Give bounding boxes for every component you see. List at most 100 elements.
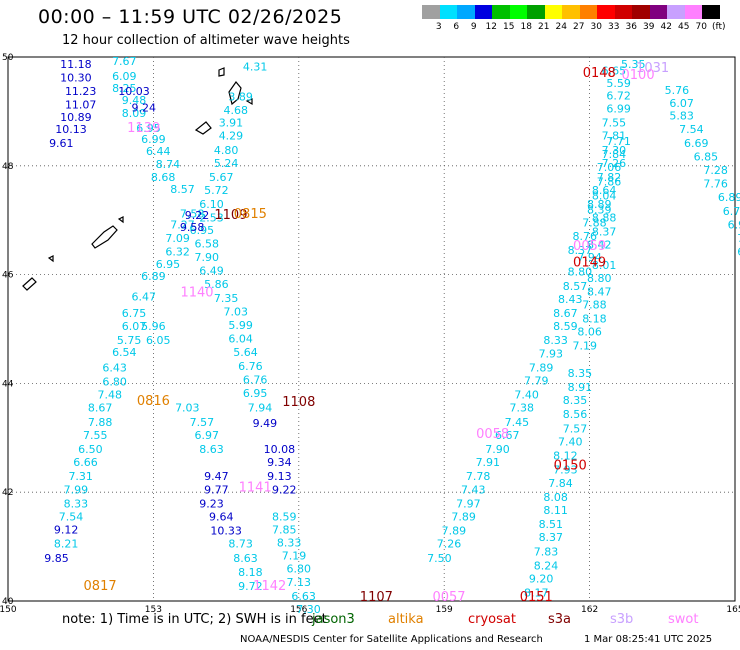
color-swatch	[684, 5, 702, 19]
wave-height-point: 6.73	[737, 246, 740, 259]
wave-height-point: 8.67	[88, 402, 113, 415]
wave-height-point: 3.91	[219, 117, 244, 130]
wave-height-point: 6.65	[602, 64, 627, 77]
wave-height-point: 8.04	[592, 190, 617, 203]
color-swatch	[509, 5, 527, 19]
wave-height-point: 8.74	[156, 158, 181, 171]
color-swatch	[527, 5, 545, 19]
wave-height-point: 9.20	[529, 573, 554, 586]
wave-height-point: 2.53	[199, 211, 224, 224]
wave-height-point: 6.95	[243, 387, 268, 400]
wave-height-point: 9.64	[209, 510, 234, 523]
kuril-island	[228, 81, 242, 106]
satellite-legend-cryosat: cryosat	[468, 612, 516, 627]
wave-height-point: 9.61	[49, 137, 74, 150]
color-swatch	[439, 5, 457, 19]
wave-height-point: 6.78	[723, 205, 740, 218]
wave-height-point: 7.97	[456, 497, 481, 510]
pass-time-label: 0058	[476, 427, 509, 442]
wave-height-point: 6.54	[112, 346, 137, 359]
wave-height-point: 8.67	[553, 307, 578, 320]
wave-height-point: 6.04	[228, 333, 253, 346]
latitude-label: 46	[2, 271, 14, 281]
wave-height-point: 11.23	[65, 85, 97, 98]
pass-time-label: 0815	[234, 207, 267, 222]
wave-height-point: 5.76	[665, 84, 690, 97]
wave-height-point: 8.76	[573, 230, 598, 243]
wave-height-point: 6.07	[122, 320, 147, 333]
color-scale-label: 6	[453, 22, 460, 32]
wave-height-point: 8.08	[543, 491, 568, 504]
wave-height-point: 6.07	[669, 97, 694, 110]
wave-height-point: 4.31	[243, 61, 268, 74]
wave-height-point: 6.44	[146, 145, 171, 158]
latitude-label: 40	[2, 597, 14, 607]
wave-height-point: 8.59	[272, 510, 297, 523]
wave-height-point: 7.89	[529, 361, 554, 374]
color-swatch	[667, 5, 685, 19]
wave-height-point: 7.82	[597, 171, 622, 184]
wave-height-point: 5.67	[209, 171, 234, 184]
pass-time-label: 0148	[583, 66, 616, 81]
color-scale-label: 33	[608, 22, 620, 32]
wave-height-point: 8.63	[233, 552, 258, 565]
wave-height-point: 7.93	[539, 347, 564, 360]
wave-height-point: 7.76	[703, 178, 728, 191]
satellite-legend-s3a: s3a	[548, 612, 572, 627]
color-swatch	[649, 5, 667, 19]
wave-height-point: 9.22	[185, 209, 210, 222]
pass-time-label: 1108	[282, 395, 315, 410]
color-scale-label: 70	[695, 22, 707, 32]
wave-height-point: 7.30	[602, 144, 627, 157]
wave-height-point: 6.89	[718, 191, 740, 204]
wave-height-point: 8.18	[238, 566, 263, 579]
wave-height-point: 8.63	[199, 443, 224, 456]
wave-height-point: 7.54	[679, 123, 704, 136]
wave-height-point: 6.80	[287, 563, 312, 576]
pass-time-label: 0149	[573, 255, 606, 270]
wave-height-point: 9.48	[122, 94, 147, 107]
map-subtitle: 12 hour collection of altimeter wave hei…	[62, 33, 350, 48]
color-swatch	[474, 5, 492, 19]
wave-height-point: 6.85	[694, 150, 719, 163]
wave-height-point: 8.37	[539, 531, 564, 544]
color-scale-label: 15	[503, 22, 515, 32]
color-swatch	[492, 5, 510, 19]
wave-height-point: 7.89	[451, 510, 476, 523]
color-scale-label: 45	[678, 22, 690, 32]
color-scale-label: 30	[590, 22, 602, 32]
color-scale-label: 39	[643, 22, 655, 32]
color-scale-label: 36	[625, 22, 637, 32]
wave-height-point: 7.50	[427, 552, 452, 565]
color-scale-label: 12	[485, 22, 497, 32]
wave-height-point: 7.30	[296, 603, 321, 616]
wave-height-point: 6.95	[136, 122, 161, 135]
wave-height-point: 6.66	[73, 456, 98, 469]
color-swatch	[579, 5, 597, 19]
wave-height-point: 8.06	[577, 326, 602, 339]
wave-height-point: 9.85	[44, 552, 69, 565]
wave-height-color-scale	[422, 5, 720, 19]
wave-height-point: 7.67	[112, 55, 137, 68]
pass-time-label: 0057	[432, 590, 465, 605]
wave-height-point: 10.03	[118, 85, 150, 98]
wave-height-point: 8.39	[587, 204, 612, 217]
wave-height-point: 7.93	[553, 464, 578, 477]
wave-height-point: 8.33	[543, 334, 568, 347]
wave-height-point: 8.47	[587, 285, 612, 298]
wave-height-point: 6.80	[102, 376, 127, 389]
color-swatch	[702, 5, 720, 19]
wave-height-point: 9.13	[267, 470, 292, 483]
wave-height-point: 8.56	[563, 408, 588, 421]
longitude-label: 153	[145, 605, 162, 615]
wave-height-point: 7.43	[461, 483, 486, 496]
kuril-island	[194, 121, 212, 135]
wave-height-point: 8.88	[592, 211, 617, 224]
wave-height-point: 7.03	[224, 305, 249, 318]
wave-height-point: 8.57	[170, 183, 195, 196]
wave-height-point: 8.51	[539, 518, 564, 531]
wave-height-point: 8.68	[151, 171, 176, 184]
credit-line: NOAA/NESDIS Center for Satellite Applica…	[240, 634, 543, 645]
wave-height-point: 7.90	[485, 443, 510, 456]
